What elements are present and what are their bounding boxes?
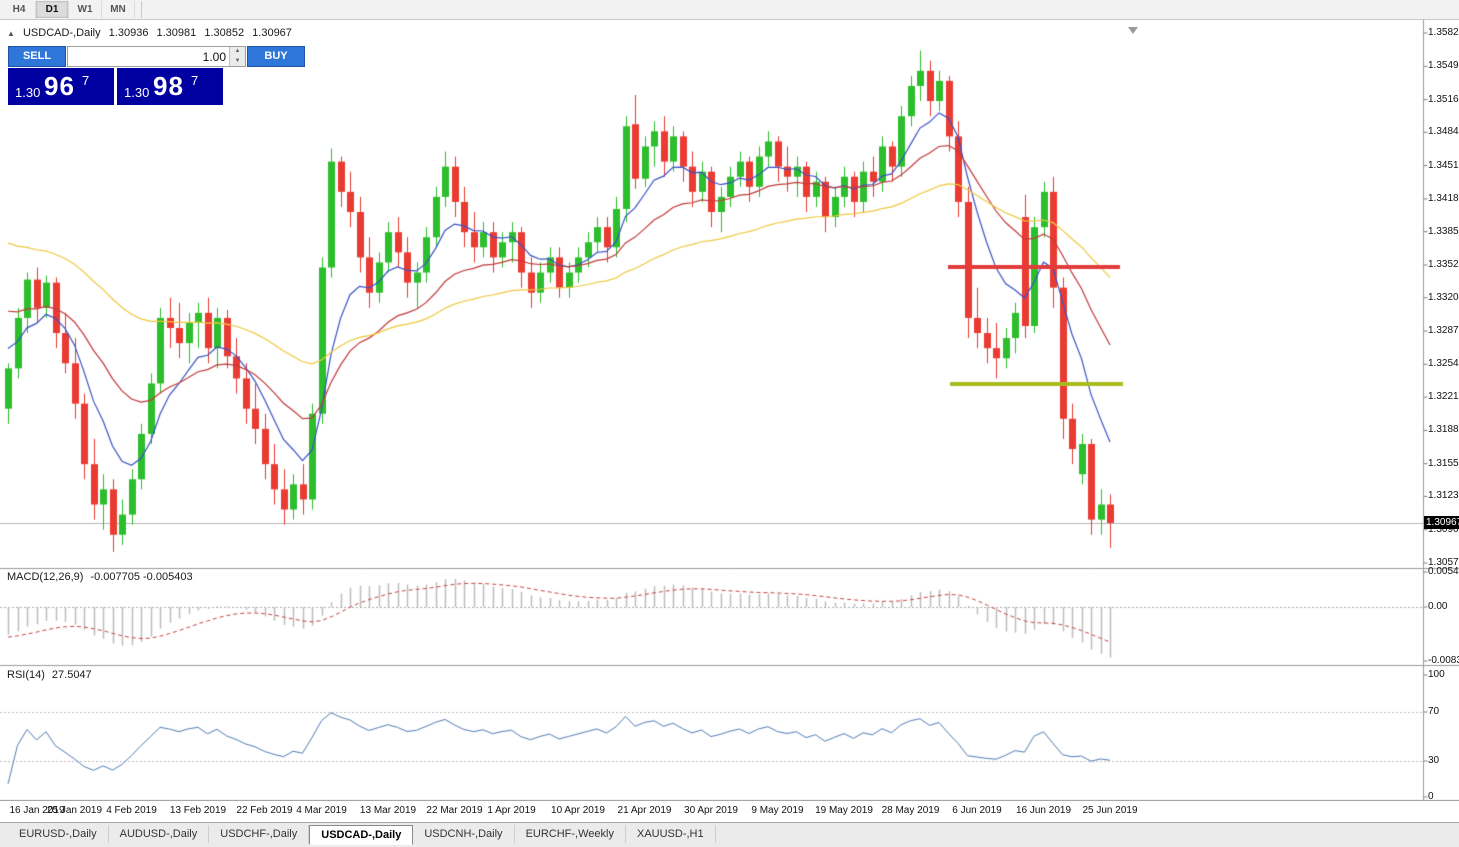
indicator-axis-label: 0.005454 [1428, 566, 1459, 577]
current-price-tag: 1.30967 [1424, 515, 1459, 529]
sell-price-pip: 7 [82, 73, 90, 88]
date-axis-label: 25 Jan 2019 [46, 805, 103, 816]
price-axis-label: 1.33525 [1428, 258, 1459, 270]
buy-price-pip: 7 [191, 73, 199, 88]
price-axis-label: 1.34180 [1428, 192, 1459, 204]
tab-xauusd-h1[interactable]: XAUUSD-,H1 [626, 825, 716, 843]
macd-values: -0.007705 -0.005403 [90, 571, 193, 583]
price-chart-canvas[interactable] [0, 20, 1459, 801]
sell-price-panel[interactable]: 1.30 96 7 [8, 68, 114, 105]
tab-usdchf-daily[interactable]: USDCHF-,Daily [209, 825, 310, 843]
price-axis-label: 1.31230 [1428, 490, 1459, 502]
buy-price-big: 98 [153, 71, 184, 101]
date-axis-label: 22 Feb 2019 [236, 805, 293, 816]
price-axis-label: 1.32215 [1428, 391, 1459, 403]
price-axis[interactable]: 1.35825 1.35495 1.35165 1.34840 1.34510 1.341… [1428, 0, 1459, 820]
date-axis-label: 28 May 2019 [881, 805, 940, 816]
price-axis-label: 1.35165 [1428, 93, 1459, 105]
macd-title: MACD(12,26,9) [7, 571, 84, 583]
price-axis-label: 1.30900 [1428, 523, 1459, 535]
price-axis-label: 1.35495 [1428, 60, 1459, 72]
indicator-axis-label: -0.008332 [1428, 655, 1459, 666]
tab-eurchf-weekly[interactable]: EURCHF-,Weekly [515, 825, 626, 843]
one-click-collapse-icon[interactable]: ▲ [7, 29, 15, 38]
date-axis-label: 9 May 2019 [751, 805, 804, 816]
price-axis-label: 1.33200 [1428, 291, 1459, 303]
chart-symbol-label: USDCAD-,Daily [22, 27, 101, 39]
date-axis-label: 4 Feb 2019 [106, 805, 157, 816]
tab-usdcad-daily[interactable]: USDCAD-,Daily [309, 825, 414, 845]
volume-field: ▲ ▼ [67, 46, 246, 67]
price-axis-label: 1.35825 [1428, 27, 1459, 38]
price-axis-label: 1.31555 [1428, 457, 1459, 469]
price-axis-label: 1.34510 [1428, 159, 1459, 171]
indicator-axis-label: 70 [1428, 706, 1440, 717]
ohlc-close: 1.30967 [252, 27, 292, 39]
date-axis-label: 21 Apr 2019 [617, 805, 672, 816]
buy-price-panel[interactable]: 1.30 98 7 [117, 68, 223, 105]
volume-down-icon[interactable]: ▼ [234, 57, 241, 64]
sell-button[interactable]: SELL [8, 46, 66, 67]
timeframe-w1-button[interactable]: W1 [69, 1, 102, 18]
indicator-axis: 0.005454 0.00 -0.008332 100 70 30 0 [1428, 0, 1459, 847]
macd-indicator-label: MACD(12,26,9) -0.007705 -0.005403 [7, 571, 193, 583]
indicator-axis-label: 100 [1428, 669, 1445, 680]
rsi-value: 27.5047 [51, 669, 92, 681]
sell-price-prefix: 1.30 [15, 85, 41, 100]
date-axis-label: 16 Jan 2019 [9, 805, 65, 816]
volume-up-icon[interactable]: ▲ [234, 48, 241, 54]
timeframe-h4-button[interactable]: H4 [3, 1, 36, 18]
date-axis-label: 25 Jun 2019 [1082, 805, 1138, 816]
buy-price-prefix: 1.30 [124, 85, 150, 100]
chart-tab-bar: EURUSD-,Daily AUDUSD-,Daily USDCHF-,Dail… [0, 822, 1459, 847]
date-axis-label: 13 Mar 2019 [359, 805, 417, 816]
buy-button[interactable]: BUY [247, 46, 305, 67]
chart-header: ▲ USDCAD-,Daily 1.30936 1.30981 1.30852 … [7, 27, 297, 39]
date-axis-label: 30 Apr 2019 [684, 805, 738, 816]
indicator-axis-label: 0 [1428, 791, 1434, 802]
timeframe-toolbar: H4 D1 W1 MN [0, 0, 1459, 20]
price-axis-label: 1.34840 [1428, 126, 1459, 138]
price-axis-label: 1.32540 [1428, 358, 1459, 370]
date-axis-label: 4 Mar 2019 [296, 805, 347, 816]
date-axis-label: 22 Mar 2019 [426, 805, 483, 816]
price-axis-label: 1.33855 [1428, 225, 1459, 237]
date-axis-label: 10 Apr 2019 [551, 805, 605, 816]
date-axis-label: 1 Apr 2019 [487, 805, 536, 816]
timeframe-d1-button[interactable]: D1 [36, 1, 69, 18]
ohlc-high: 1.30981 [156, 27, 197, 39]
volume-input[interactable] [68, 47, 229, 66]
toolbar-divider [135, 1, 142, 18]
timeframe-mn-button[interactable]: MN [102, 1, 135, 18]
date-axis-label: 16 Jun 2019 [1015, 805, 1072, 816]
indicator-axis-label: 0.00 [1428, 601, 1448, 612]
rsi-title: RSI(14) [7, 669, 45, 681]
date-axis-label: 19 May 2019 [815, 805, 873, 816]
rsi-indicator-label: RSI(14) 27.5047 [7, 669, 92, 681]
price-axis-label: 1.31885 [1428, 424, 1459, 436]
tab-eurusd-daily[interactable]: EURUSD-,Daily [8, 825, 109, 843]
date-axis-label: 13 Feb 2019 [169, 805, 227, 816]
volume-stepper: ▲ ▼ [229, 47, 245, 66]
date-axis-label: 6 Jun 2019 [952, 805, 1002, 816]
tab-audusd-daily[interactable]: AUDUSD-,Daily [109, 825, 210, 843]
indicator-axis-label: 30 [1428, 755, 1440, 766]
one-click-trading-panel: SELL ▲ ▼ BUY 1.30 96 7 1.30 98 7 [8, 46, 305, 105]
ohlc-low: 1.30852 [204, 27, 245, 39]
price-axis-label: 1.32870 [1428, 325, 1459, 337]
date-axis[interactable]: 16 Jan 2019 25 Jan 2019 4 Feb 2019 13 Feb 2… [0, 801, 1424, 821]
tab-usdcnh-daily[interactable]: USDCNH-,Daily [413, 825, 515, 843]
sell-price-big: 96 [44, 71, 75, 101]
chart-shift-marker-icon[interactable] [1128, 27, 1138, 34]
ohlc-open: 1.30936 [108, 27, 149, 39]
